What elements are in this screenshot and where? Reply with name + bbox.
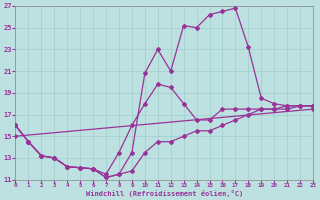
X-axis label: Windchill (Refroidissement éolien,°C): Windchill (Refroidissement éolien,°C)	[86, 190, 243, 197]
